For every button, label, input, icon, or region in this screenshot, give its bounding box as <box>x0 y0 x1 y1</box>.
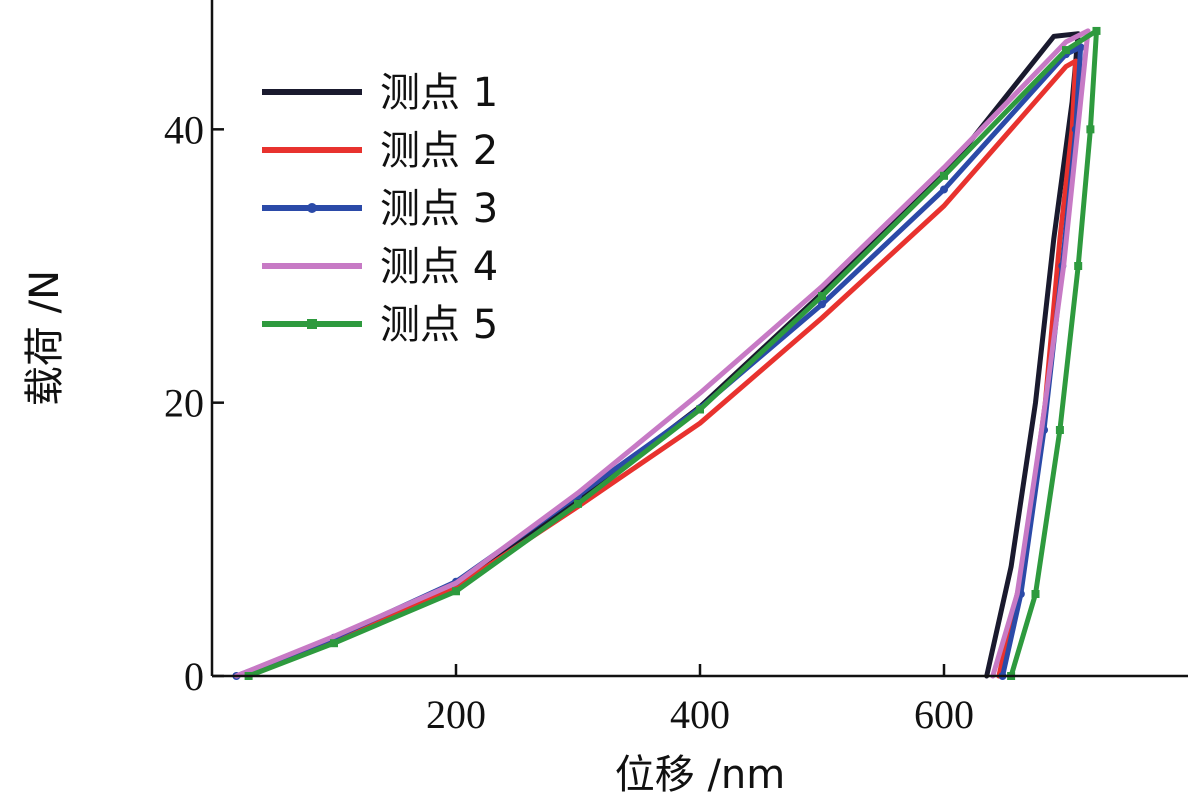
data-point <box>1076 43 1085 52</box>
legend-marker <box>307 203 317 213</box>
legend: 测点 1 测点 2 测点 3 测点 4 测点 5 <box>262 70 498 348</box>
legend-marker <box>307 319 317 329</box>
series-line-3 <box>233 44 1084 679</box>
data-point <box>1031 590 1040 598</box>
legend-item-3: 测点 3 <box>262 186 498 232</box>
data-point <box>1092 26 1101 35</box>
data-point <box>940 171 948 180</box>
series-line-4 <box>233 28 1091 679</box>
axes: 200 400 600 0 20 40 <box>164 0 1188 737</box>
series-5 <box>244 26 1101 680</box>
legend-item-2: 测点 2 <box>262 128 498 174</box>
legend-item-1: 测点 1 <box>262 70 498 116</box>
data-point <box>1062 46 1070 55</box>
series-2 <box>233 58 1079 679</box>
x-tick-label: 600 <box>914 692 974 737</box>
data-point <box>330 639 338 648</box>
legend-item-5: 测点 5 <box>262 302 498 348</box>
x-tick-label: 200 <box>426 692 486 737</box>
series-line-5 <box>246 28 1099 679</box>
series-4 <box>233 28 1091 679</box>
plot-area <box>232 26 1101 680</box>
data-point <box>1086 125 1095 134</box>
y-axis-title: 载荷 /N <box>22 270 68 406</box>
y-tick-label: 40 <box>164 107 204 152</box>
x-axis-title: 位移 /nm <box>615 752 786 798</box>
data-point <box>1055 426 1064 434</box>
data-point <box>1074 262 1083 270</box>
legend-label: 测点 3 <box>380 186 498 232</box>
y-tick-label: 20 <box>164 381 204 426</box>
x-tick-label: 400 <box>670 692 730 737</box>
legend-label: 测点 1 <box>380 70 498 116</box>
series-line-2 <box>233 58 1079 679</box>
data-point <box>818 300 826 309</box>
data-point <box>940 185 948 194</box>
legend-label: 测点 5 <box>380 302 498 348</box>
data-point <box>574 499 582 508</box>
legend-item-4: 测点 4 <box>262 244 498 290</box>
data-point <box>818 292 826 301</box>
legend-label: 测点 2 <box>380 128 498 174</box>
y-tick-label: 0 <box>184 654 204 699</box>
series-3 <box>232 43 1085 680</box>
data-point <box>696 405 704 414</box>
data-point <box>452 587 460 596</box>
series-1 <box>233 31 1081 679</box>
series-line-1 <box>233 31 1081 679</box>
legend-label: 测点 4 <box>380 244 498 290</box>
